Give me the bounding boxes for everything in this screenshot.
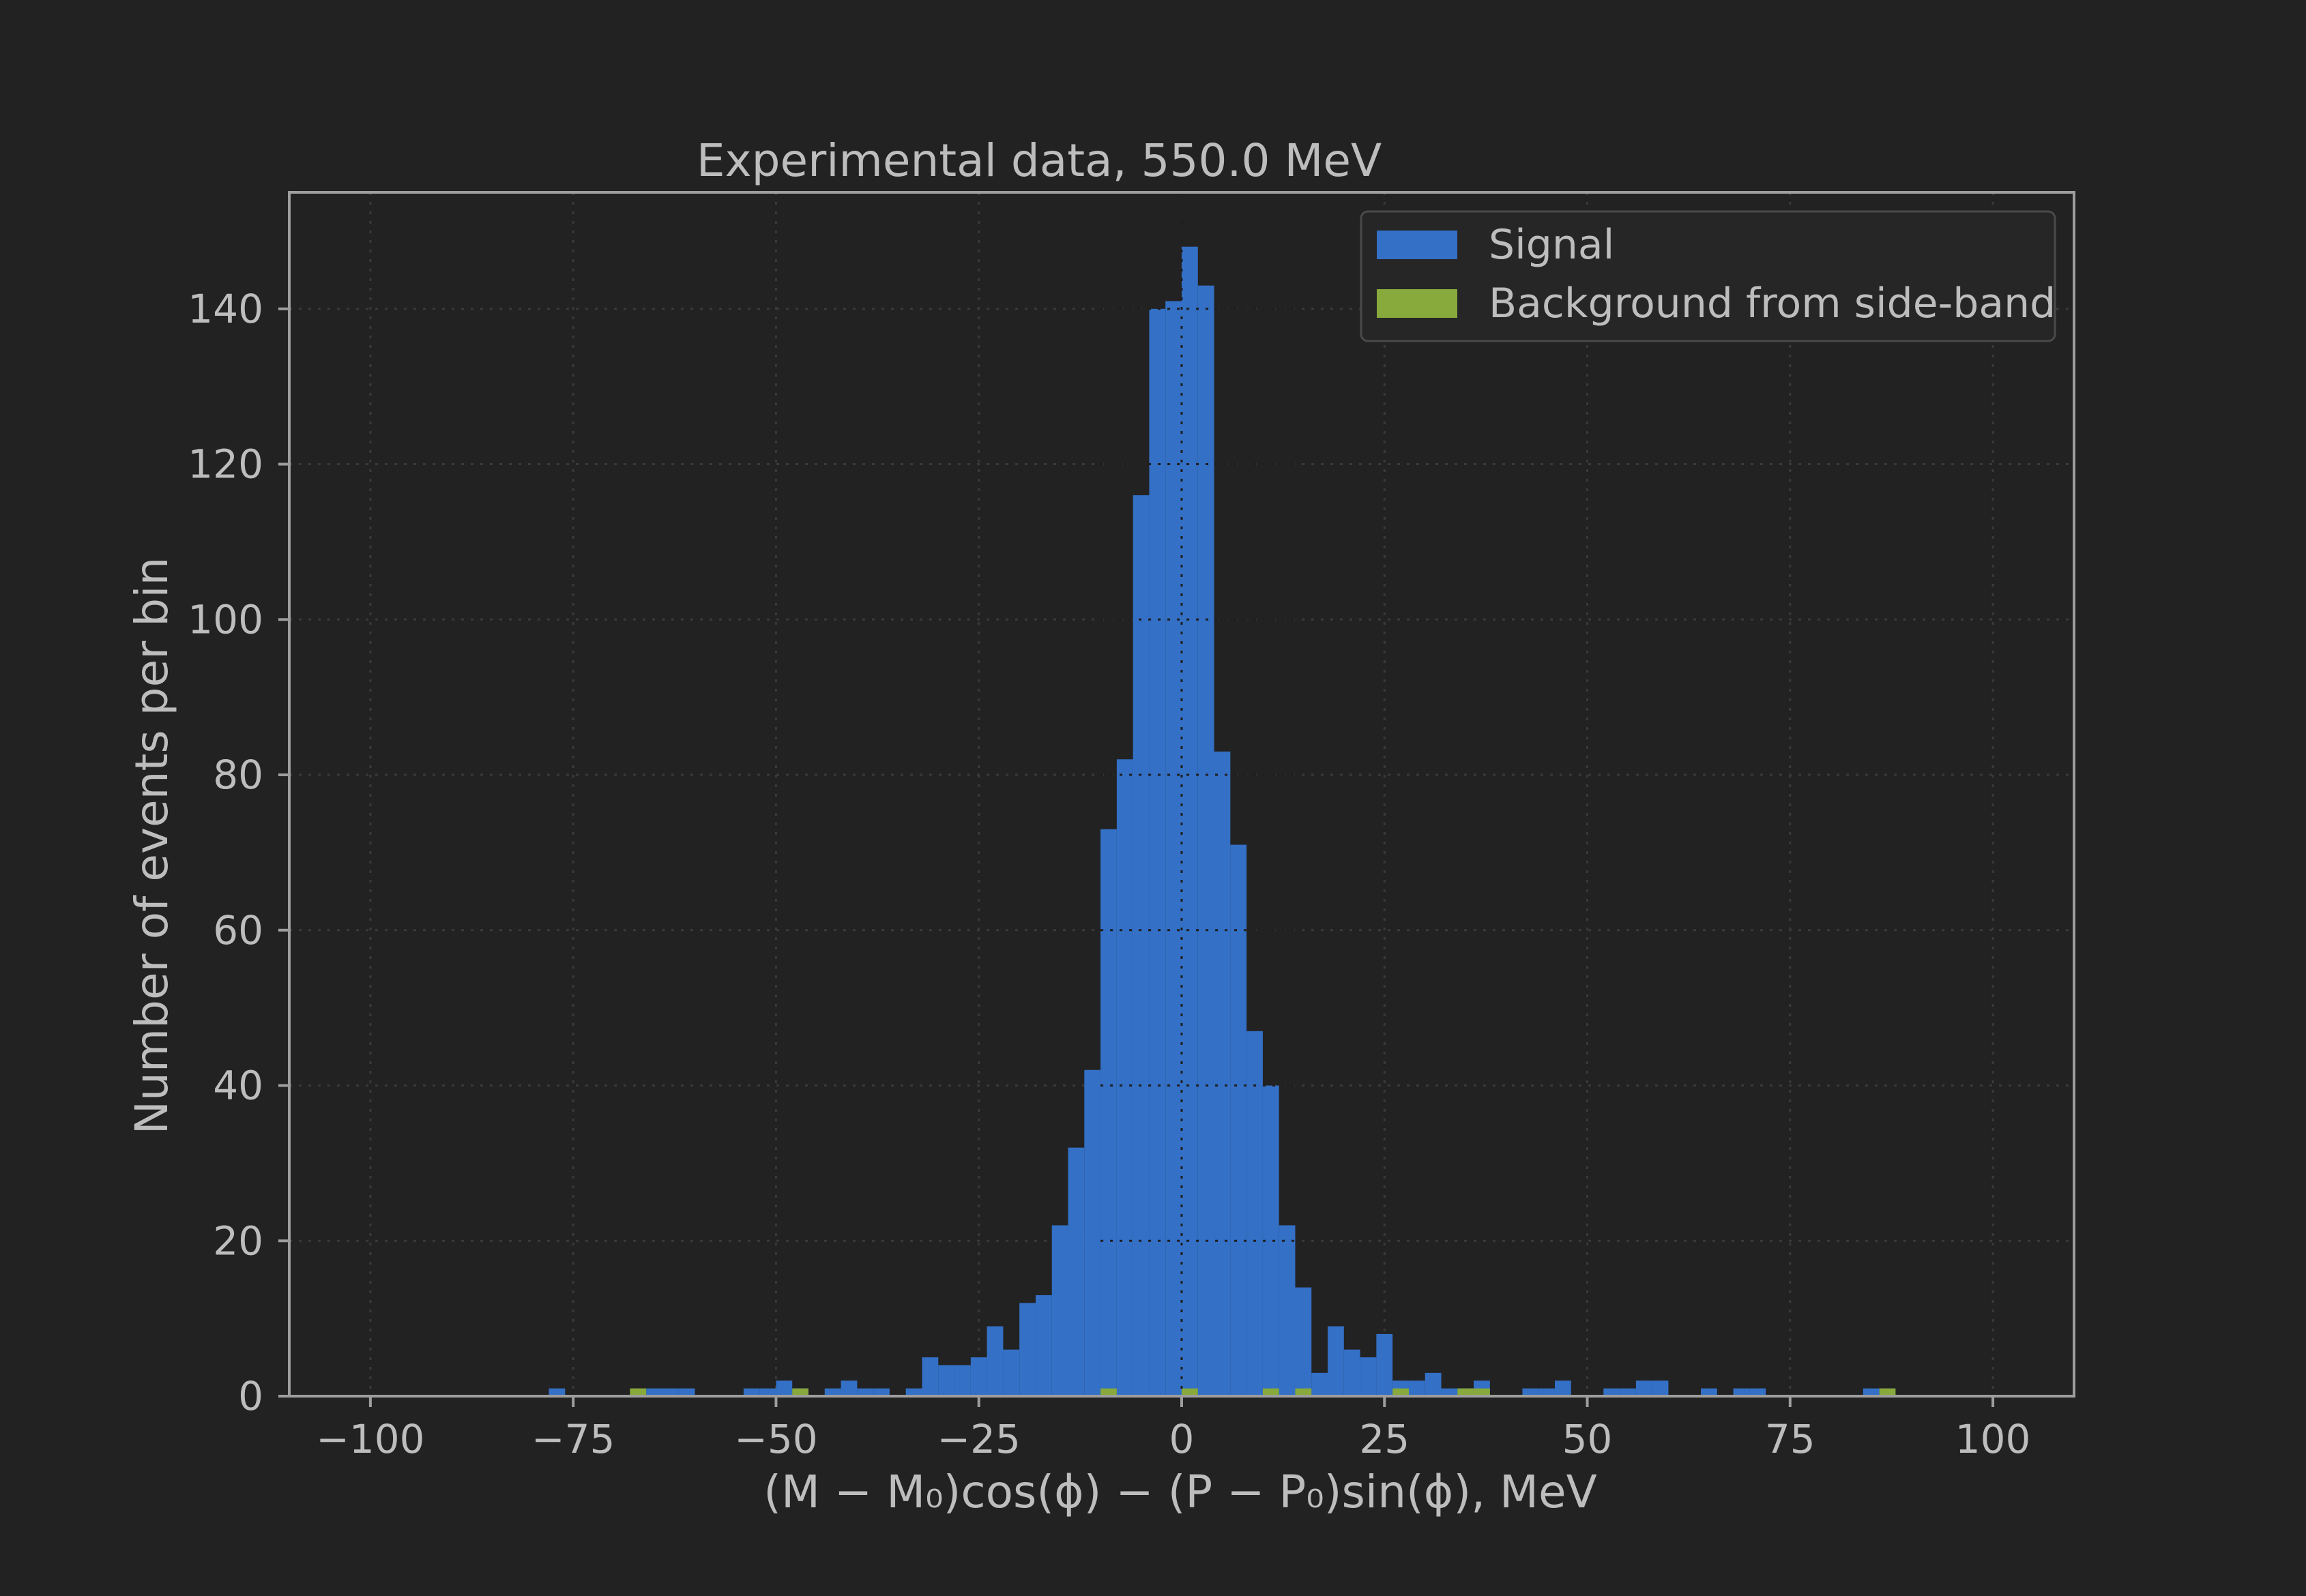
bar-series0-17	[987, 1326, 1004, 1396]
bar-series0-13	[922, 1357, 939, 1396]
bar-series0-11	[873, 1388, 890, 1396]
bar-series0-14	[938, 1365, 955, 1396]
bar-series0-52	[1620, 1388, 1636, 1396]
bar-series1-9	[1879, 1388, 1896, 1396]
bar-series0-36	[1295, 1287, 1312, 1396]
bar-series0-55	[1701, 1388, 1717, 1396]
y-tick-label-5: 100	[188, 596, 263, 642]
bar-series0-10	[857, 1388, 874, 1396]
bar-series0-32	[1230, 844, 1247, 1396]
chart-title: Experimental data, 550.0 MeV	[697, 134, 1382, 187]
bar-series0-6	[776, 1380, 793, 1396]
bar-series0-57	[1749, 1388, 1766, 1396]
x-tick-label-3: −25	[937, 1416, 1021, 1462]
x-axis-ticks: −100 −75 −50 −25 0 25 50 75 100	[316, 1396, 2030, 1462]
bar-series0-44	[1425, 1372, 1442, 1396]
x-tick-label-1: −75	[531, 1416, 615, 1462]
x-tick-label-8: 100	[1955, 1416, 2031, 1462]
y-axis-label: Number of events per bin	[126, 557, 178, 1135]
bar-series0-37	[1311, 1372, 1328, 1396]
bar-series0-5	[759, 1388, 776, 1396]
bar-series1-8	[1474, 1388, 1490, 1396]
bar-series0-2	[662, 1388, 679, 1396]
bar-series0-12	[905, 1388, 922, 1396]
bar-series0-4	[743, 1388, 760, 1396]
bar-series0-30	[1197, 285, 1214, 1397]
legend-box	[1360, 210, 2056, 342]
bar-series0-26	[1133, 495, 1150, 1396]
bar-series0-20	[1035, 1295, 1052, 1396]
grid	[289, 192, 2074, 1398]
bar-series0-8	[824, 1388, 841, 1396]
x-tick-label-4: 0	[1169, 1416, 1195, 1462]
bar-series0-54	[1652, 1380, 1669, 1396]
bar-series0-29	[1182, 246, 1198, 1396]
x-tick-label-6: 50	[1562, 1416, 1613, 1462]
legend-label-background: Background from side-band	[1489, 280, 2056, 327]
bar-series0-15	[954, 1365, 971, 1396]
legend-swatch-background	[1377, 289, 1457, 318]
bar-series0-49	[1538, 1388, 1555, 1396]
bar-series1-0	[630, 1388, 647, 1396]
bar-series1-6	[1392, 1388, 1409, 1396]
bar-series1-2	[1100, 1388, 1117, 1396]
bar-series0-3	[678, 1388, 695, 1396]
bar-series0-45	[1441, 1388, 1458, 1396]
y-tick-label-2: 40	[213, 1063, 263, 1109]
bar-series0-22	[1068, 1147, 1085, 1396]
bar-series1-5	[1295, 1388, 1312, 1396]
bar-series0-1	[646, 1388, 662, 1396]
bar-series0-19	[1019, 1303, 1036, 1396]
bar-series0-25	[1116, 759, 1133, 1396]
x-tick-label-5: 25	[1359, 1416, 1410, 1462]
y-tick-label-1: 20	[213, 1217, 263, 1264]
y-tick-label-3: 60	[213, 907, 263, 954]
bar-series0-0	[549, 1388, 566, 1396]
bar-series0-48	[1522, 1388, 1539, 1396]
legend-swatch-signal	[1377, 231, 1457, 259]
legend-label-signal: Signal	[1489, 221, 1614, 269]
bar-series0-38	[1328, 1326, 1344, 1396]
x-axis-label: (M − M₀)cos(ϕ) − (P − P₀)sin(ϕ), MeV	[763, 1466, 1597, 1518]
bar-series0-40	[1360, 1357, 1377, 1396]
bar-series0-31	[1214, 751, 1231, 1396]
bar-series0-21	[1051, 1225, 1068, 1396]
bar-series0-50	[1554, 1380, 1571, 1396]
bar-series0-35	[1279, 1225, 1296, 1396]
bars	[549, 192, 1896, 1397]
bar-series0-18	[1003, 1349, 1020, 1396]
y-tick-label-7: 140	[188, 286, 263, 332]
bar-series0-39	[1343, 1349, 1360, 1396]
y-axis-ticks: 0 20 40 60 80 100 120 140	[188, 286, 289, 1419]
bar-series0-33	[1246, 1031, 1263, 1396]
x-tick-label-2: −50	[734, 1416, 817, 1462]
bar-series0-9	[841, 1380, 858, 1396]
bar-series1-1	[792, 1388, 809, 1396]
bar-series0-56	[1733, 1388, 1750, 1396]
y-tick-label-6: 120	[188, 441, 263, 488]
bar-series0-23	[1084, 1069, 1101, 1396]
x-tick-label-0: −100	[316, 1416, 424, 1462]
bar-series0-43	[1408, 1380, 1425, 1396]
y-tick-label-4: 80	[213, 752, 263, 798]
bar-series0-41	[1376, 1333, 1393, 1396]
y-tick-label-0: 0	[238, 1373, 263, 1419]
bar-series0-53	[1635, 1380, 1652, 1396]
bar-series0-24	[1100, 829, 1117, 1396]
bar-series0-16	[970, 1357, 987, 1396]
bar-series0-58	[1863, 1388, 1880, 1396]
bar-series1-4	[1262, 1388, 1279, 1396]
bar-series1-3	[1182, 1388, 1198, 1396]
bar-series0-27	[1149, 308, 1166, 1397]
bar-series0-28	[1165, 301, 1182, 1397]
bar-series0-34	[1262, 1085, 1279, 1396]
x-tick-label-7: 75	[1765, 1416, 1815, 1462]
bar-series0-51	[1603, 1388, 1620, 1396]
bar-series1-7	[1457, 1388, 1474, 1396]
legend: Signal Background from side-band	[1360, 210, 2056, 342]
